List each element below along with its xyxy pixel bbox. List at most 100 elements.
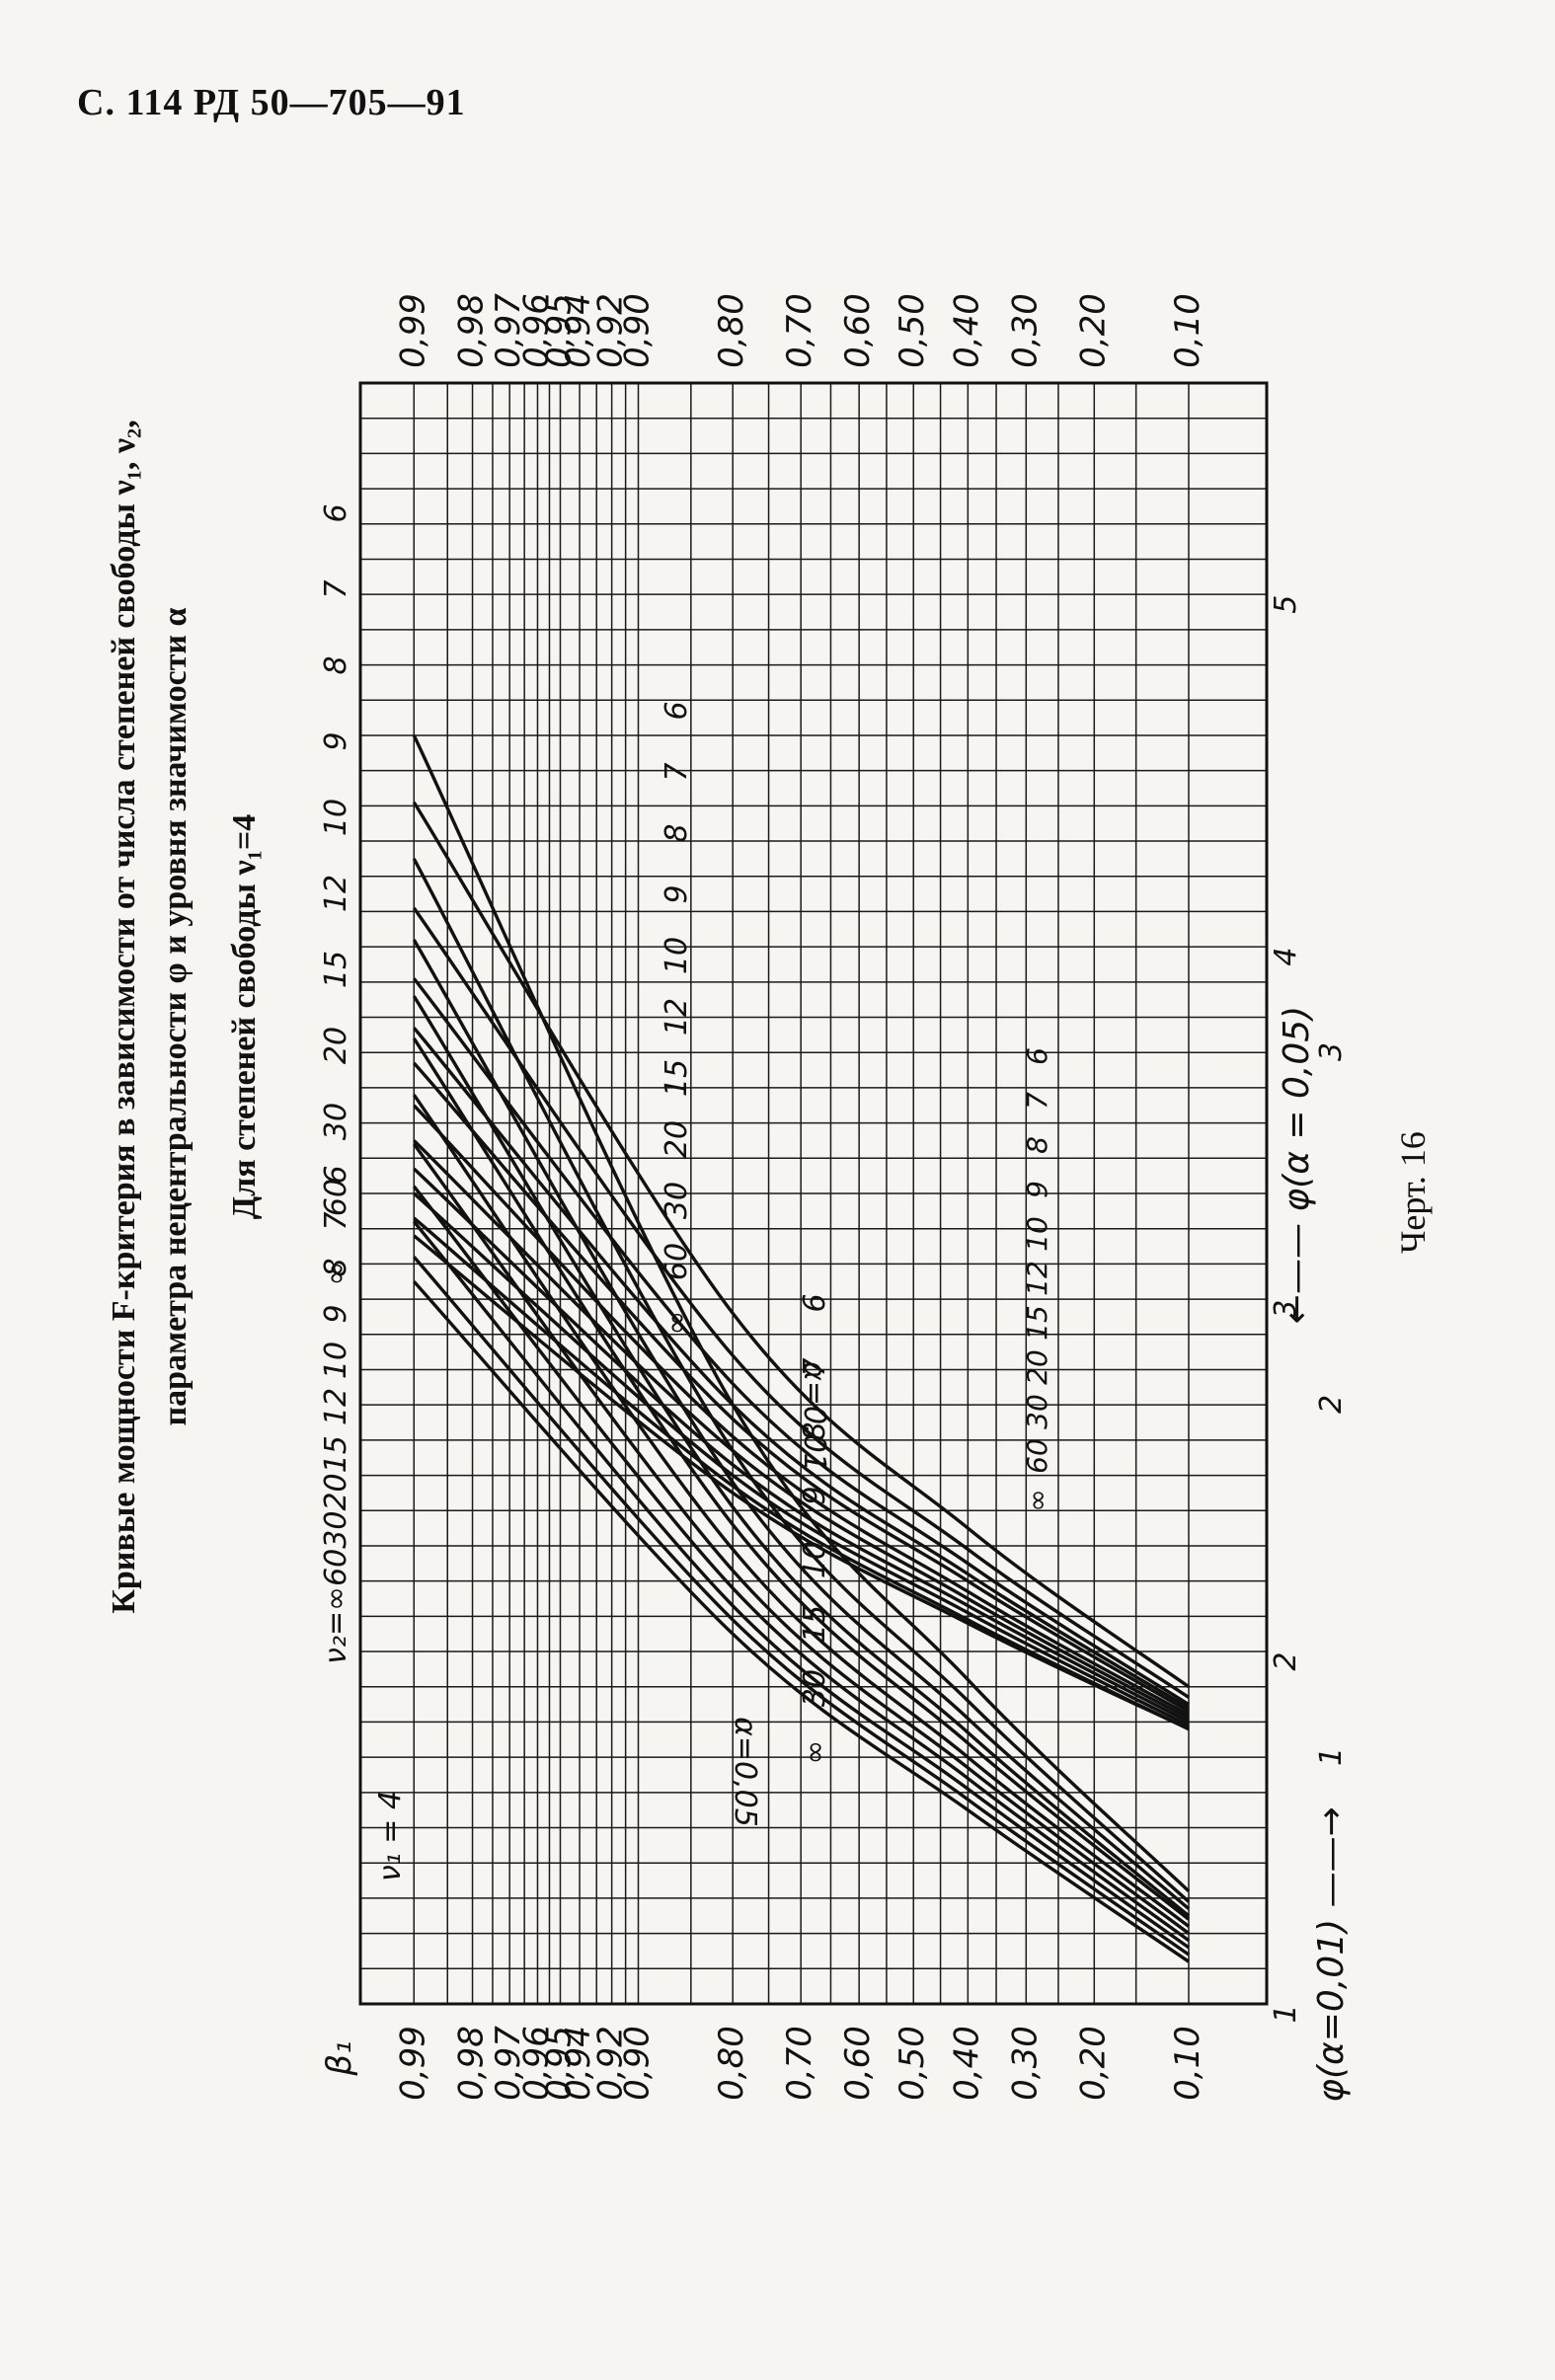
beta-tick-left: 0,40 <box>947 2026 986 2101</box>
alpha005-curve-20 <box>413 1167 1190 1724</box>
nu1-label: ν₁ = 4 <box>373 1791 408 1881</box>
page-header: С. 114 РД 50—705—91 <box>77 82 466 123</box>
beta-tick-right: 0,95 <box>539 293 579 368</box>
phi001-tick: 5 <box>1269 595 1303 614</box>
inline-label-001: 10 <box>798 1541 832 1578</box>
beta-tick-right: 0,94 <box>559 293 598 368</box>
beta-tick-left: 0,80 <box>712 2026 751 2101</box>
inline-label-005b: 60 <box>1021 1438 1053 1474</box>
beta-axis-label: β₁ <box>320 2040 359 2076</box>
beta-tick-left: 0,60 <box>838 2026 878 2101</box>
alpha005-curve-6 <box>412 801 1190 1689</box>
beta-tick-right: 0,80 <box>712 293 751 368</box>
nu2-top-001: 12 <box>319 1388 353 1425</box>
nu2-top-005: 8 <box>319 655 353 674</box>
inline-label-005b: 10 <box>1021 1216 1053 1252</box>
nu2-top-005: 12 <box>319 875 353 912</box>
inline-label-005: 7 <box>660 762 694 781</box>
phi005-tick: 3 <box>1314 1042 1349 1061</box>
alpha001-curve-9 <box>412 995 1191 1918</box>
beta-tick-right: 0,98 <box>452 293 492 368</box>
nu2-top-001: 9 <box>319 1304 353 1323</box>
phi001-tick: 2 <box>1269 1651 1303 1670</box>
phi005-tick: 1 <box>1314 1747 1349 1766</box>
inline-label-005b: 12 <box>1021 1261 1053 1296</box>
inline-label-005: 15 <box>660 1059 694 1097</box>
inline-label-001: 15 <box>798 1605 832 1643</box>
alpha001-curve-6 <box>412 734 1191 1892</box>
alpha001-curve-30 <box>412 1220 1190 1950</box>
alpha005-curve-60 <box>413 1216 1190 1731</box>
beta-tick-left: 0,10 <box>1168 2026 1207 2101</box>
beta-tick-right: 0,99 <box>393 293 432 368</box>
alpha001-curve-60 <box>412 1256 1190 1957</box>
beta-tick-left: 0,96 <box>516 2026 556 2101</box>
inline-label-005b: 7 <box>1021 1092 1053 1110</box>
beta-tick-left: 0,20 <box>1073 2026 1113 2101</box>
phi001-tick: 1 <box>1269 2004 1303 2023</box>
beta-tick-left: 0,70 <box>780 2026 819 2101</box>
alpha005-curve-8 <box>412 977 1190 1707</box>
beta-tick-left: 0,50 <box>893 2026 932 2101</box>
beta-tick-right: 0,70 <box>780 293 819 368</box>
nu2-top-001: 6 <box>319 1165 353 1184</box>
beta-tick-right: 0,30 <box>1005 293 1045 368</box>
plot-frame <box>358 381 1269 2006</box>
nu2-top-005: 10 <box>319 799 353 836</box>
nu2-top-005: 15 <box>319 951 353 988</box>
alpha005-curve-30 <box>413 1191 1190 1727</box>
beta-tick-right: 0,20 <box>1073 293 1113 368</box>
beta-tick-right: 0,60 <box>838 293 878 368</box>
nu2-top-005: 6 <box>319 503 353 522</box>
inline-label-001: 6 <box>798 1293 832 1312</box>
phi001-label: φ(α=0,01) ——→ <box>1311 1806 1352 2103</box>
inline-label-005b: 9 <box>1021 1181 1053 1198</box>
alpha005-curve-10 <box>412 1061 1190 1714</box>
inline-label-005b: 20 <box>1021 1349 1053 1385</box>
beta-tick-left: 0,90 <box>618 2026 658 2101</box>
beta-tick-right: 0,40 <box>947 293 986 368</box>
inline-label-001: 7 <box>798 1357 832 1376</box>
beta-tick-right: 0,96 <box>516 293 556 368</box>
inline-label-005: 30 <box>660 1182 694 1219</box>
beta-tick-right: 0,10 <box>1168 293 1207 368</box>
beta-tick-left: 0,99 <box>393 2026 432 2101</box>
alpha005-curve-∞ <box>413 1234 1190 1731</box>
inline-label-001: 8 <box>798 1421 832 1440</box>
inline-label-005: 9 <box>660 884 694 903</box>
alpha005-curve-12 <box>413 1104 1190 1717</box>
nu2-top-005: 7 <box>319 579 353 598</box>
nu2-top-001: 10 <box>319 1342 353 1379</box>
inline-label-005b: ∞ <box>1021 1489 1053 1511</box>
alpha001-curve-15 <box>412 1143 1191 1935</box>
beta-tick-left: 0,95 <box>539 2026 579 2101</box>
beta-tick-right: 0,92 <box>591 293 631 368</box>
phi001-tick: 3 <box>1269 1300 1303 1319</box>
nu2-top-001: 7 <box>319 1211 353 1230</box>
alpha005-curve-15 <box>413 1139 1190 1721</box>
inline-label-005: 10 <box>660 937 694 974</box>
beta-tick-right: 0,97 <box>489 293 528 368</box>
phi005-label: ←—— φ(α = 0,05) <box>1277 1006 1317 1324</box>
inline-label-001: ∞ <box>798 1740 832 1765</box>
beta-tick-left: 0,94 <box>559 2026 598 2101</box>
alpha001-curve-12 <box>412 1094 1191 1928</box>
inline-label-005b: 6 <box>1021 1047 1053 1065</box>
inline-label-005: 8 <box>660 823 694 842</box>
inline-label-001: 30 <box>798 1669 832 1707</box>
alpha005-curve-7 <box>412 906 1190 1699</box>
inline-label-005: 12 <box>660 998 694 1036</box>
inline-label-005: 6 <box>660 701 694 720</box>
nu2-top-001-a: ν₂=∞60302015 <box>319 1435 353 1664</box>
phi005-tick: 2 <box>1314 1395 1349 1414</box>
beta-tick-right: 0,50 <box>893 293 932 368</box>
nu2-top-001: 8 <box>319 1258 353 1276</box>
inline-label-005: 20 <box>660 1120 694 1158</box>
beta-tick-left: 0,97 <box>489 2026 528 2101</box>
nu2-top-005: 30 <box>319 1103 353 1140</box>
nu2-top-005: 20 <box>319 1027 353 1064</box>
alpha001-curve-20 <box>412 1185 1190 1943</box>
nu2-top-005: 9 <box>319 731 353 750</box>
beta-tick-left: 0,92 <box>591 2026 631 2101</box>
